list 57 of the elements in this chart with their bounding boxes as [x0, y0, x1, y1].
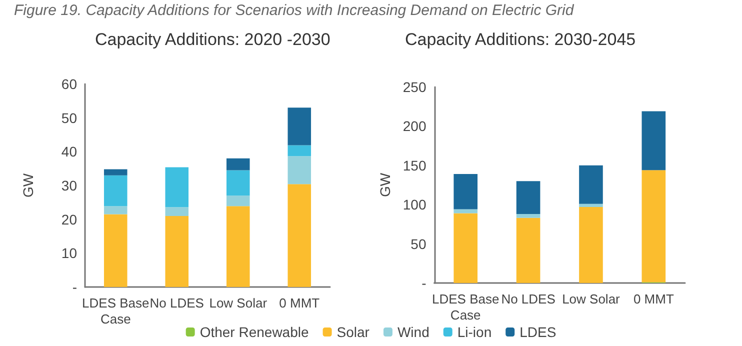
y-tick-label: 200	[402, 118, 426, 134]
y-tick-label: -	[72, 279, 78, 295]
bar	[454, 209, 478, 214]
x-tick-label: 0 MMT	[279, 296, 320, 310]
bar	[288, 184, 312, 287]
bar	[642, 170, 666, 282]
bar	[579, 204, 603, 207]
x-tick-label: Low Solar	[562, 292, 621, 306]
legend-label: Wind	[397, 324, 430, 340]
bar	[104, 214, 128, 287]
x-tick-label: 0 MMT	[633, 292, 674, 306]
bar	[516, 214, 540, 218]
bar	[516, 218, 540, 283]
caption: Figure 19. Capacity Additions for Scenarios with Increasing Demand on Electric Grid	[14, 2, 574, 19]
x-tick-label: LDES Base Case	[82, 296, 150, 326]
chart-title: Capacity Additions: 2030-2045	[405, 30, 636, 49]
y-tick-label: 150	[402, 157, 426, 174]
bar	[288, 108, 312, 146]
x-tick-label: No LDES	[501, 292, 556, 306]
bar	[226, 170, 250, 196]
bar	[165, 207, 189, 216]
y-tick-label: 100	[402, 196, 426, 213]
y-tick-label: 40	[61, 144, 78, 160]
y-tick-label: -	[422, 275, 427, 291]
bar	[454, 213, 478, 283]
bar	[454, 174, 478, 210]
bar	[165, 216, 189, 287]
bar	[226, 196, 250, 206]
y-tick-label: 50	[410, 236, 426, 252]
y-tick-label: 250	[402, 79, 426, 95]
bar	[104, 175, 128, 206]
bar	[104, 206, 128, 214]
y-axis-title: GW	[377, 172, 393, 198]
x-tick-label: LDES Base Case	[432, 292, 500, 322]
legend-label: Solar	[336, 324, 370, 340]
legend-label: LDES	[520, 324, 556, 340]
bar	[642, 111, 666, 170]
y-tick-label: 30	[61, 178, 78, 194]
y-tick-label: 10	[61, 245, 78, 262]
bar	[516, 181, 540, 214]
bar	[579, 206, 603, 283]
y-tick-label: 60	[61, 76, 78, 92]
chart-title: Capacity Additions: 2020 -2030	[95, 30, 330, 49]
legend-label: Li-ion	[457, 324, 492, 340]
bar	[104, 169, 128, 176]
bar	[579, 165, 603, 204]
bar	[226, 206, 250, 287]
bar	[226, 158, 250, 170]
y-axis-title: GW	[20, 172, 36, 198]
x-tick-label: Low Solar	[209, 296, 268, 310]
legend-label: Other Renewable	[200, 324, 309, 340]
bar	[165, 167, 189, 208]
y-tick-label: 20	[61, 211, 78, 228]
x-tick-label: No LDES	[150, 296, 204, 310]
y-tick-label: 50	[61, 110, 78, 126]
bar	[288, 156, 312, 184]
bar	[288, 145, 312, 156]
